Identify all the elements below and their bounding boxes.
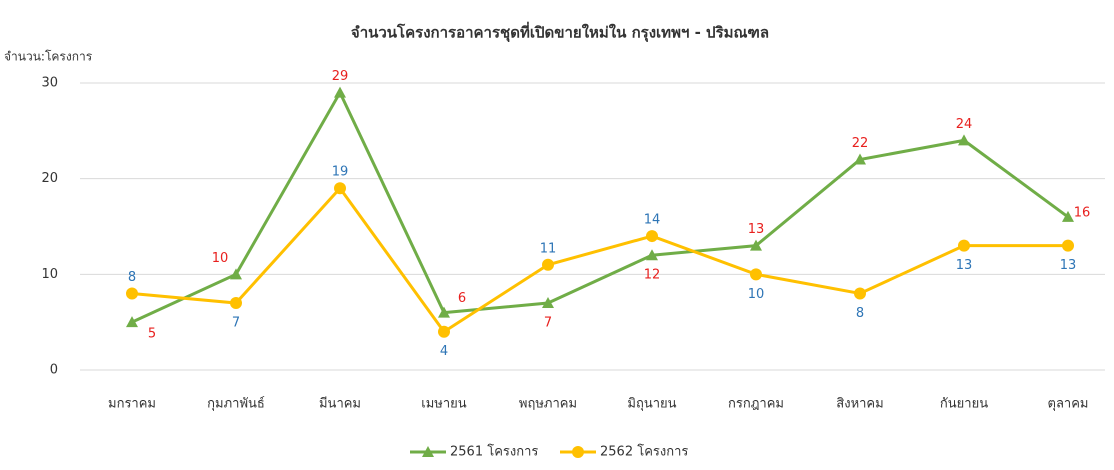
marker	[438, 306, 450, 318]
x-tick-label: มกราคม	[108, 397, 156, 412]
marker	[646, 249, 658, 261]
marker	[750, 268, 762, 281]
data-label: 8	[856, 306, 864, 321]
data-label: 5	[148, 327, 156, 342]
x-tick-label: พฤษภาคม	[519, 397, 577, 412]
y-tick-label: 0	[50, 363, 58, 378]
marker	[422, 446, 434, 457]
data-label: 13	[1060, 258, 1077, 273]
data-label: 13	[748, 222, 765, 237]
y-tick-label: 30	[41, 76, 58, 91]
marker	[334, 182, 346, 195]
marker	[1062, 210, 1074, 222]
line	[131, 89, 1069, 324]
marker	[542, 297, 554, 309]
marker	[126, 316, 138, 328]
data-label: 12	[644, 268, 661, 283]
marker	[542, 258, 554, 271]
marker	[1062, 239, 1074, 252]
x-tick-label: เมษายน	[421, 397, 466, 412]
marker	[646, 230, 658, 243]
data-label: 10	[748, 287, 765, 302]
x-tick-label: กรกฎาคม	[728, 397, 784, 412]
legend-label: 2562 โครงการ	[600, 444, 688, 460]
marker	[230, 297, 242, 310]
x-tick-label: มิถุนายน	[627, 397, 676, 412]
x-tick-label: มีนาคม	[319, 396, 361, 412]
marker	[854, 153, 866, 165]
x-tick-label: กุมภาพันธ์	[207, 396, 265, 412]
data-label: 16	[1074, 205, 1091, 220]
data-label: 11	[540, 241, 557, 256]
marker	[958, 134, 970, 146]
marker	[750, 239, 762, 251]
marker	[572, 446, 584, 458]
line	[131, 185, 1068, 334]
legend-label: 2561 โครงการ	[450, 444, 538, 460]
data-label: 6	[458, 291, 466, 306]
data-label: 22	[852, 136, 869, 151]
marker	[958, 239, 970, 252]
data-label: 10	[212, 251, 229, 266]
data-label: 7	[544, 316, 552, 331]
data-label: 4	[440, 344, 448, 359]
data-label: 13	[956, 258, 973, 273]
data-label: 7	[232, 316, 240, 331]
y-tick-label: 10	[41, 267, 58, 282]
x-tick-label: กันยายน	[940, 397, 988, 412]
chart-title: จำนวนโครงการอาคารชุดที่เปิดขายใหม่ใน กรุ…	[351, 22, 769, 43]
data-label: 24	[956, 117, 973, 132]
marker	[230, 268, 242, 280]
marker	[438, 325, 450, 338]
marker	[854, 287, 866, 300]
marker	[334, 86, 346, 98]
y-axis-label: จำนวน:โครงการ	[4, 50, 93, 64]
data-label: 8	[128, 270, 136, 285]
marker	[126, 287, 138, 300]
y-tick-label: 20	[41, 171, 58, 186]
x-tick-label: ตุลาคม	[1048, 397, 1089, 412]
data-label: 19	[332, 165, 349, 180]
data-label: 29	[332, 69, 349, 84]
x-tick-label: สิงหาคม	[836, 397, 883, 412]
data-label: 14	[644, 213, 661, 228]
